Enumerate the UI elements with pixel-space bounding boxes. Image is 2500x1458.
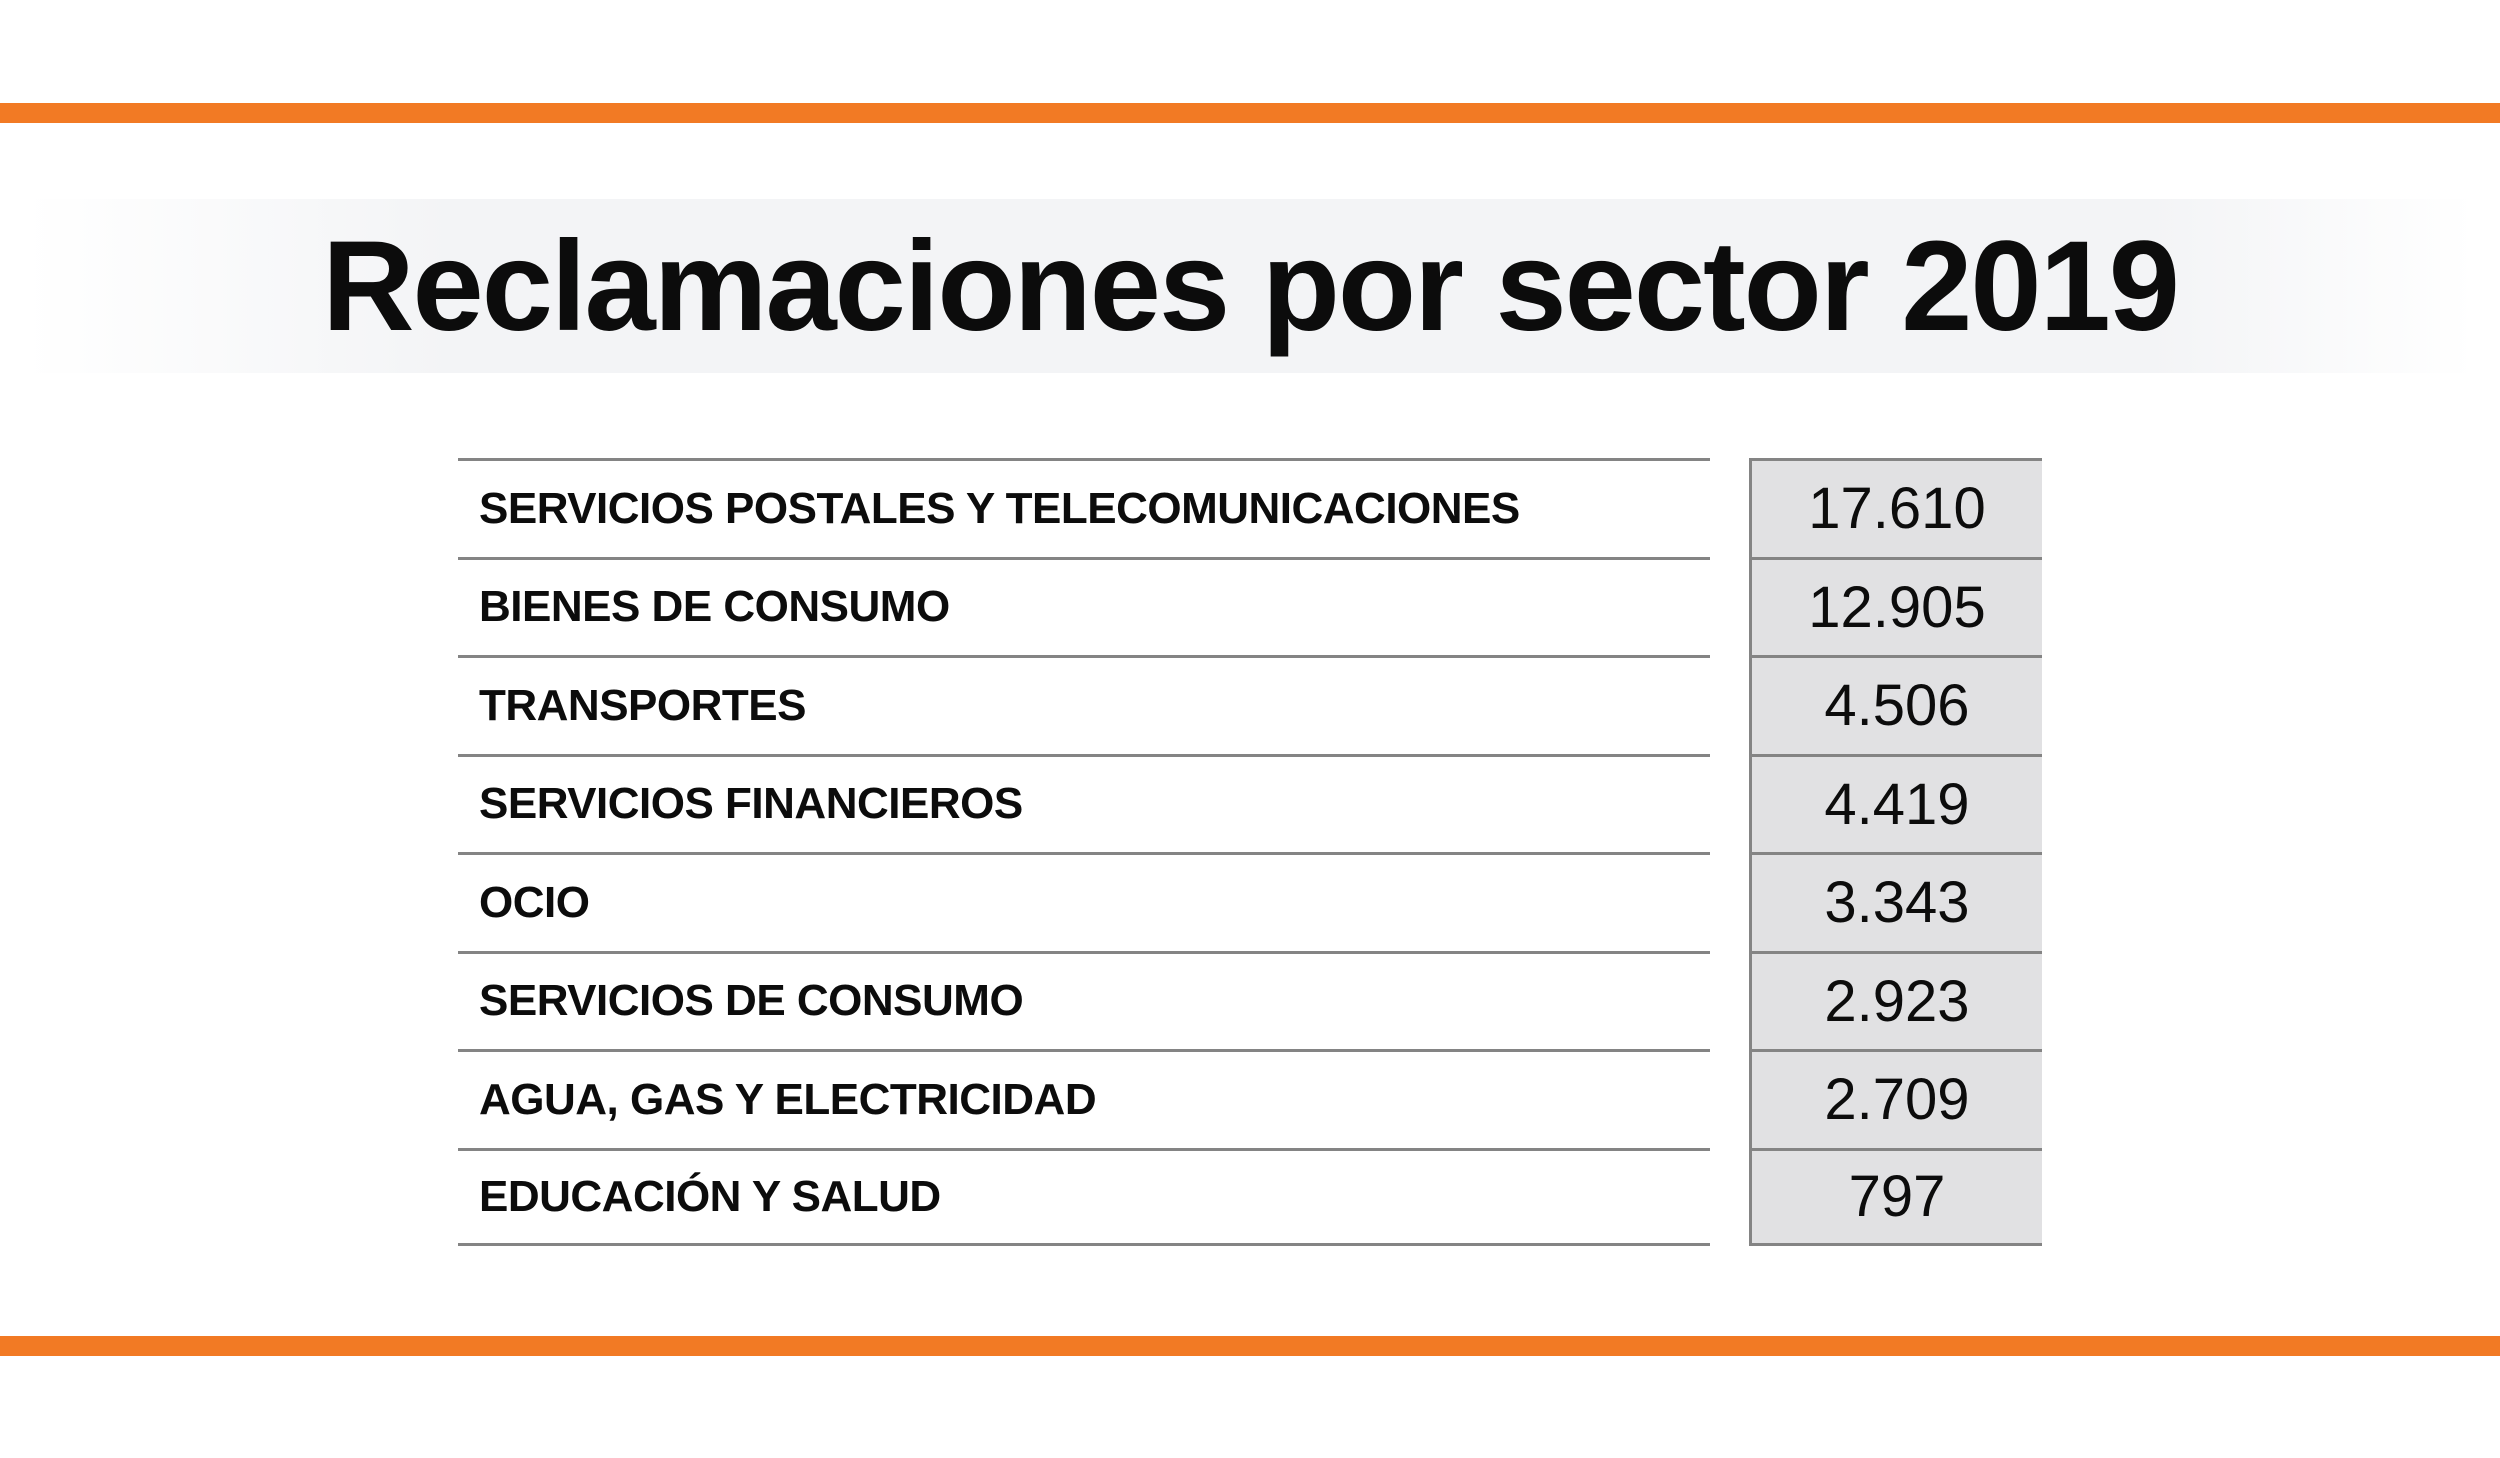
- sector-label: AGUA, GAS Y ELECTRICIDAD: [458, 1049, 1710, 1148]
- sector-value: 4.419: [1749, 753, 2042, 852]
- bottom-accent-bar: [0, 1336, 2500, 1356]
- claims-table: SERVICIOS POSTALES Y TELECOMUNICACIONES …: [458, 458, 2042, 1246]
- sector-value: 2.709: [1749, 1049, 2042, 1148]
- table-row: EDUCACIÓN Y SALUD 797: [458, 1147, 2042, 1247]
- table-row: OCIO 3.343: [458, 852, 2042, 951]
- sector-value: 3.343: [1749, 852, 2042, 951]
- sector-label: SERVICIOS FINANCIEROS: [458, 753, 1710, 852]
- sector-label: EDUCACIÓN Y SALUD: [458, 1147, 1710, 1246]
- sector-value: 2.923: [1749, 950, 2042, 1049]
- sector-label: SERVICIOS DE CONSUMO: [458, 950, 1710, 1049]
- column-gap: [1710, 1148, 1749, 1247]
- column-gap: [1710, 458, 1749, 557]
- sector-value: 4.506: [1749, 655, 2042, 754]
- table-row: BIENES DE CONSUMO 12.905: [458, 556, 2042, 656]
- column-gap: [1710, 655, 1749, 754]
- sector-label: BIENES DE CONSUMO: [458, 556, 1710, 655]
- table-row: AGUA, GAS Y ELECTRICIDAD 2.709: [458, 1049, 2042, 1148]
- column-gap: [1710, 557, 1749, 656]
- sector-value: 17.610: [1749, 458, 2042, 557]
- column-gap: [1710, 1049, 1749, 1148]
- table-row: SERVICIOS FINANCIEROS 4.419: [458, 753, 2042, 853]
- sector-label: OCIO: [458, 852, 1710, 951]
- column-gap: [1710, 852, 1749, 951]
- sector-label: SERVICIOS POSTALES Y TELECOMUNICACIONES: [458, 458, 1710, 557]
- sector-value: 797: [1749, 1147, 2042, 1246]
- column-gap: [1710, 754, 1749, 853]
- table-row: TRANSPORTES 4.506: [458, 655, 2042, 754]
- sector-label: TRANSPORTES: [458, 655, 1710, 754]
- title-band: Reclamaciones por sector 2019: [0, 199, 2500, 373]
- top-accent-bar: [0, 103, 2500, 123]
- table-row: SERVICIOS POSTALES Y TELECOMUNICACIONES …: [458, 458, 2042, 557]
- column-gap: [1710, 951, 1749, 1050]
- sector-value: 12.905: [1749, 556, 2042, 655]
- page-title: Reclamaciones por sector 2019: [322, 214, 2180, 358]
- table-row: SERVICIOS DE CONSUMO 2.923: [458, 950, 2042, 1050]
